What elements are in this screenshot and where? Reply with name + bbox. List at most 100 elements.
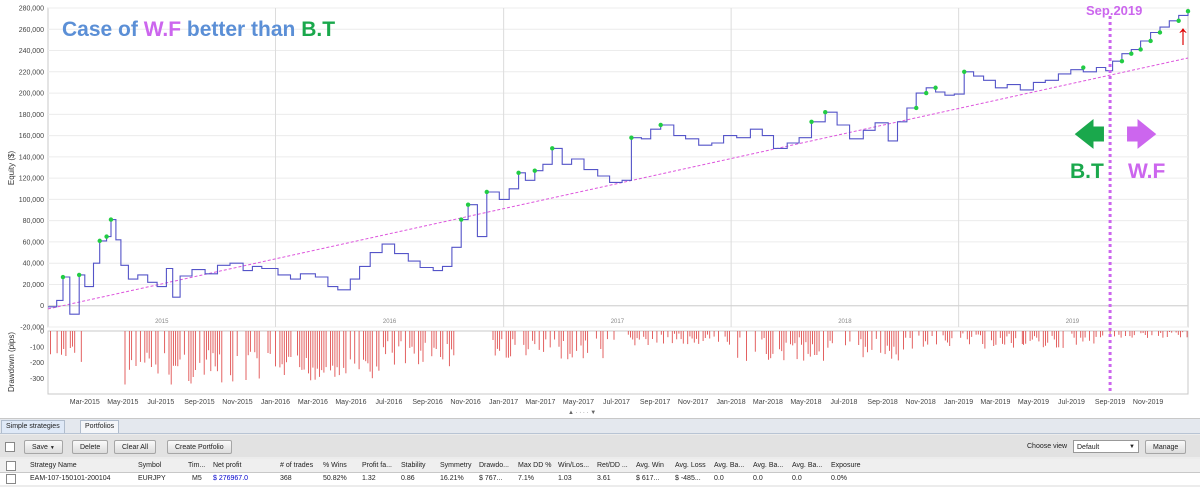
col-avg-bars-2[interactable]: Avg. Ba... [753,462,784,469]
new-high-markers [60,8,1191,280]
new-high-marker [1157,30,1163,35]
save-button[interactable]: Save ▼ [24,440,63,454]
year-label: 2019 [1066,319,1080,325]
month-tick-label: Jan-2016 [261,399,290,406]
col-avg-loss[interactable]: Avg. Loss [675,462,706,469]
year-label: 2017 [611,319,625,325]
cell-exposure: 0.0% [831,475,847,482]
equity-y-tick-label: 160,000 [19,133,44,140]
equity-y-tick-label: 20,000 [23,282,45,289]
col-win-loss[interactable]: Win/Los... [558,462,590,469]
title-wf: W.F [143,18,182,41]
month-tick-label: Sep-2019 [1095,399,1125,406]
equity-y-tick-label: 220,000 [19,69,44,76]
create-portfolio-button[interactable]: Create Portfolio [167,440,232,454]
panel-splitter[interactable]: ▲ · · · · ▼ [568,410,597,416]
month-tick-label: Sep-2015 [184,399,214,406]
split-date-label: Sep.2019 [1086,3,1143,18]
year-label: 2015 [155,319,169,325]
equity-y-tick-label: 40,000 [23,261,45,268]
new-high-marker [1138,47,1143,52]
col-avg-bars-3[interactable]: Avg. Ba... [792,462,823,469]
col-wins[interactable]: % Wins [323,462,347,469]
row-checkbox[interactable] [6,474,16,484]
month-tick-label: Jul-2018 [831,399,858,406]
save-dropdown-icon: ▼ [49,445,55,451]
cell-win-loss: 1.03 [558,475,572,482]
new-high-marker [76,272,82,278]
new-high-marker [629,135,634,140]
table-row[interactable]: EAM-107-150101-200104 EURJPY M5 $ 276967… [0,473,1200,485]
chevron-down-icon: ▼ [1129,444,1135,450]
new-high-marker [823,110,828,115]
year-label: 2018 [838,319,852,325]
manage-button[interactable]: Manage [1145,440,1187,454]
new-high-marker [60,274,66,280]
delete-button[interactable]: Delete [72,440,109,454]
tab-portfolios[interactable]: Portfolios [80,420,120,433]
cell-timeframe: M5 [192,475,202,482]
col-exposure[interactable]: Exposure [831,462,861,469]
col-profit-factor[interactable]: Profit fa... [362,462,392,469]
month-tick-label: May-2016 [335,399,366,406]
col-max-dd[interactable]: Max DD % [518,462,552,469]
tab-simple-strategies[interactable]: Simple strategies [1,420,65,433]
month-tick-label: Sep-2017 [640,399,670,406]
year-labels: 2015 2016 2017 2018 2019 [155,319,1080,325]
month-tick-labels: Mar-2015 May-2015 Jul-2015 Sep-2015 Nov-2015… [70,399,1164,406]
new-high-marker [962,69,967,75]
new-high-marker [1119,58,1125,64]
col-ret-dd[interactable]: Ret/DD ... [597,462,628,469]
month-tick-label: Nov-2017 [678,399,708,406]
month-tick-label: Jan-2018 [717,399,746,406]
cell-avg-bars-3: 0.0 [792,475,802,482]
new-high-marker [532,168,537,173]
col-strategy-name[interactable]: Strategy Name [30,462,77,469]
drawdown-y-tick-label: -200 [30,360,44,367]
new-high-marker [1185,8,1191,14]
col-symbol[interactable]: Symbol [138,462,162,469]
col-trades[interactable]: # of trades [280,462,314,469]
bt-side-label: B.T [1070,160,1104,183]
cell-max-dd: 7.1% [518,475,534,482]
drawdown-y-tick-labels: 0 -100 -200 -300 [30,329,44,383]
drawdown-bars [50,331,1188,385]
up-arrow-icon: ↑ [1176,19,1190,50]
month-tick-label: Nov-2015 [222,399,252,406]
trend-line [47,57,1189,310]
equity-y-tick-label: 140,000 [19,154,44,161]
month-tick-label: Mar-2017 [525,399,555,406]
cell-strategy-name: EAM-107-150101-200104 [30,475,111,482]
col-timeframe[interactable]: Tim... [188,462,206,469]
title-bt: B.T [301,18,336,41]
col-avg-win[interactable]: Avg. Win [636,462,664,469]
view-select[interactable]: Default ▼ [1073,440,1139,453]
drawdown-y-tick-label: -300 [30,376,44,383]
col-symmetry[interactable]: Symmetry [440,462,472,469]
new-high-marker [104,234,109,239]
new-high-marker [108,217,114,222]
col-avg-bars-1[interactable]: Avg. Ba... [714,462,745,469]
cell-avg-bars-2: 0.0 [753,475,763,482]
col-stability[interactable]: Stability [401,462,426,469]
cell-stability: 0.86 [401,475,415,482]
month-tick-label: Jan-2019 [944,399,973,406]
col-net-profit[interactable]: Net profit [213,462,242,469]
new-high-marker [550,146,555,151]
month-tick-label: May-2017 [563,399,594,406]
equity-y-axis-label: Equity ($) [7,151,16,186]
col-drawdown[interactable]: Drawdo... [479,462,509,469]
equity-grid [48,7,1188,328]
wf-side-label: W.F [1128,160,1166,183]
select-all-checkbox[interactable] [5,442,15,452]
equity-y-tick-label: 260,000 [19,27,44,34]
right-arrow-icon: 🡆 [1126,119,1157,152]
month-tick-label: Nov-2019 [1133,399,1163,406]
year-label: 2016 [383,319,397,325]
equity-y-tick-label: 180,000 [19,112,44,119]
chart-title-overlay: Case of W.F better than B.T [62,18,335,42]
equity-chart: -20,000020,00040,00060,00080,000100,0001… [7,6,1191,406]
month-tick-label: Jan-2017 [489,399,518,406]
header-checkbox[interactable] [6,461,16,471]
clear-all-button[interactable]: Clear All [114,440,157,454]
